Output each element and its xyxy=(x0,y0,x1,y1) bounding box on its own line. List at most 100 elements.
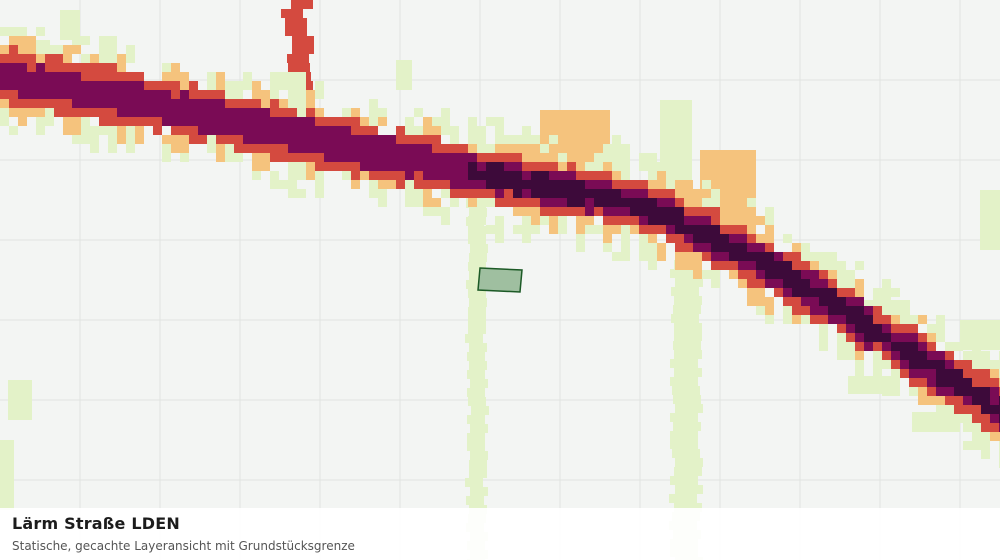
noise-cell xyxy=(27,54,36,63)
noise-cell xyxy=(700,186,756,195)
noise-cell xyxy=(324,135,333,144)
noise-cell xyxy=(234,99,243,108)
noise-cell xyxy=(657,207,666,216)
noise-cell xyxy=(738,225,747,234)
noise-cell xyxy=(671,287,699,296)
noise-cell xyxy=(670,440,698,449)
noise-cell xyxy=(387,171,396,180)
noise-cell xyxy=(297,72,306,81)
noise-cell xyxy=(675,458,703,467)
noise-cell xyxy=(774,252,783,261)
noise-cell xyxy=(470,424,488,433)
noise-cell xyxy=(648,153,657,162)
noise-cell xyxy=(621,216,630,225)
noise-cell xyxy=(207,81,216,90)
noise-cell xyxy=(674,323,702,332)
noise-cell xyxy=(765,279,774,288)
noise-cell xyxy=(702,225,711,234)
noise-cell xyxy=(351,108,360,117)
noise-cell xyxy=(405,153,414,162)
noise-cell xyxy=(414,144,423,153)
noise-cell xyxy=(153,126,162,135)
noise-cell xyxy=(333,135,342,144)
noise-cell xyxy=(441,216,450,225)
noise-cell xyxy=(468,180,477,189)
noise-cell xyxy=(306,126,315,135)
noise-cell xyxy=(720,261,729,270)
noise-cell xyxy=(936,387,945,396)
noise-cell xyxy=(27,63,36,72)
noise-cell xyxy=(387,135,396,144)
noise-cell xyxy=(486,162,495,171)
noise-cell xyxy=(279,81,288,90)
noise-cell xyxy=(783,252,792,261)
noise-cell xyxy=(900,369,909,378)
noise-cell xyxy=(90,99,99,108)
noise-cell xyxy=(621,171,630,180)
noise-cell xyxy=(288,63,310,72)
noise-cell xyxy=(441,189,450,198)
noise-cell xyxy=(909,378,918,387)
noise-cell xyxy=(270,72,279,81)
noise-cell xyxy=(270,171,279,180)
noise-cell xyxy=(918,396,927,405)
noise-cell xyxy=(774,261,783,270)
noise-cell xyxy=(261,135,270,144)
noise-cell xyxy=(927,351,936,360)
noise-cell xyxy=(108,54,117,63)
noise-cell xyxy=(470,451,488,460)
noise-cell xyxy=(468,153,477,162)
noise-cell xyxy=(711,225,720,234)
noise-cell xyxy=(423,189,432,198)
noise-cell xyxy=(927,378,936,387)
noise-cell xyxy=(711,261,720,270)
noise-cell xyxy=(306,117,315,126)
noise-cell xyxy=(153,81,162,90)
noise-cell xyxy=(873,369,882,378)
noise-cell xyxy=(711,279,720,288)
noise-cell xyxy=(423,117,432,126)
noise-cell xyxy=(612,189,621,198)
noise-cell xyxy=(963,387,972,396)
noise-cell xyxy=(466,280,484,289)
noise-cell xyxy=(639,216,648,225)
noise-cell xyxy=(108,135,117,144)
noise-cell xyxy=(855,342,864,351)
noise-cell xyxy=(369,144,378,153)
noise-cell xyxy=(693,198,702,207)
noise-cell xyxy=(747,270,756,279)
noise-cell xyxy=(882,387,891,396)
noise-cell xyxy=(783,315,792,324)
noise-cell xyxy=(504,171,513,180)
noise-cell xyxy=(864,315,873,324)
noise-cell xyxy=(648,225,657,234)
noise-cell xyxy=(513,180,522,189)
noise-cell xyxy=(153,90,162,99)
noise-cell xyxy=(108,36,117,45)
noise-cell xyxy=(369,171,378,180)
noise-cell xyxy=(171,108,180,117)
noise-cell xyxy=(27,90,36,99)
noise-cell xyxy=(657,162,666,171)
noise-cell xyxy=(288,189,297,198)
noise-cell xyxy=(673,422,701,431)
parcel-boundary[interactable] xyxy=(477,267,523,293)
noise-cell xyxy=(747,225,756,234)
noise-cell xyxy=(648,207,657,216)
noise-cell xyxy=(441,108,450,117)
noise-cell xyxy=(99,63,108,72)
noise-cell xyxy=(672,386,700,395)
noise-cell xyxy=(467,388,485,397)
noise-cell xyxy=(522,198,531,207)
noise-cell xyxy=(873,351,882,360)
noise-cell xyxy=(990,396,999,405)
noise-cell xyxy=(927,387,936,396)
noise-cell xyxy=(469,271,487,280)
noise-cell xyxy=(432,153,441,162)
noise-cell xyxy=(126,54,135,63)
noise-cell xyxy=(9,72,18,81)
noise-cell xyxy=(297,99,306,108)
noise-cell xyxy=(585,207,594,216)
noise-cell xyxy=(747,234,756,243)
